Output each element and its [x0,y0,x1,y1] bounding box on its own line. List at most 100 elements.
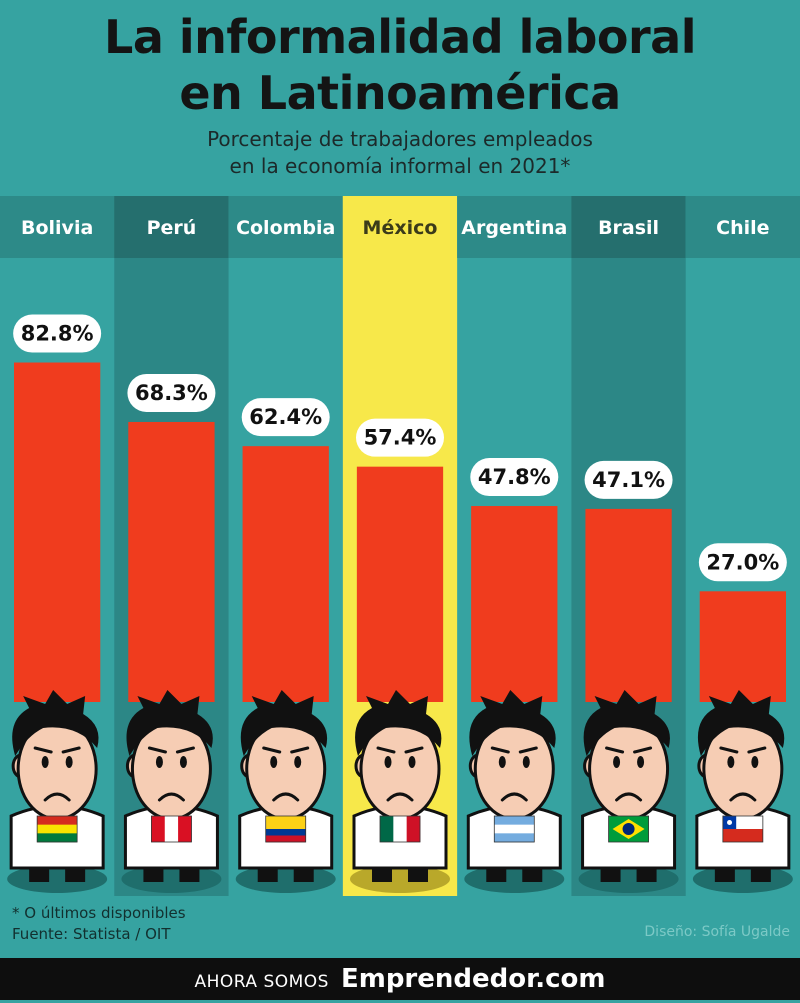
right-brow [747,746,767,754]
column-header-argentina [457,196,572,258]
hair [583,690,670,756]
left-brow [33,746,53,754]
hair [240,690,328,756]
left-eye [155,756,163,768]
flag-stripe [265,816,306,823]
right-shoe [65,868,86,882]
right-eye [179,756,187,768]
column-header-bolivia [0,196,115,258]
value-label: 27.0% [706,550,779,574]
title-line-2: en Latinoamérica [179,66,621,120]
right-eye [522,756,530,768]
brand-banner: AHORA SOMOS Emprendedor.com [0,958,800,1000]
flag-stripe [406,816,421,842]
flag-stripe [37,824,78,834]
hair [355,690,442,756]
value-label: 57.4% [364,426,437,450]
value-pill [698,543,787,582]
value-pill [127,373,216,412]
right-shoe [408,868,428,882]
value-label: 82.8% [21,322,94,346]
frown [272,792,300,802]
title-line-1: La informalidad laboral [104,10,696,64]
left-brow [376,746,396,754]
category-label: México [363,217,438,239]
right-eye [65,756,73,768]
hair [697,690,785,756]
right-brow [404,746,424,754]
hair [469,690,556,756]
bar-argentina [471,506,558,702]
flag-border [265,815,307,843]
value-pill [13,314,102,353]
banner-brand[interactable]: Emprendedor.com [340,964,606,994]
value-pill [584,460,673,499]
hair [12,690,99,756]
left-brow [147,746,167,754]
category-label: Perú [147,217,197,239]
value-pill [356,418,444,457]
bar-mexico [356,466,444,702]
right-eye [408,756,416,768]
source: Fuente: Statista / OIT [12,925,171,943]
value-pill [241,398,330,437]
bar-chile [699,591,786,702]
left-eye [384,756,392,768]
flag-stripe [265,835,306,843]
flag-border [493,815,535,843]
left-eye [498,756,506,768]
column-header-peru [114,196,230,258]
column-header-brasil [571,196,687,258]
flag-stripe [494,824,535,834]
flag-stripe [265,822,306,830]
subtitle-line-1: Porcentaje de trabajadores empleados [207,127,593,151]
right-brow [633,746,653,754]
bar-brasil [585,508,672,702]
left-shoe [486,868,507,882]
frown [43,792,71,802]
hair [126,690,213,756]
column-header-mexico [342,196,458,258]
flag-stripe [178,816,192,842]
right-brow [290,746,310,754]
value-label: 47.1% [592,468,665,492]
left-shoe [257,868,278,882]
footnote: * O últimos disponibles [12,904,186,922]
left-brow [605,746,625,754]
flag-stripe [164,816,179,842]
left-brow [719,746,739,754]
column-header-chile [685,196,800,258]
right-brow [518,746,538,754]
value-label: 68.3% [135,381,208,405]
design-credit: Diseño: Sofía Ugalde [644,924,790,940]
right-eye [751,756,759,768]
bar-bolivia [14,362,101,702]
frown [615,792,643,802]
flag-stripe [494,816,535,825]
value-pill [470,458,559,497]
left-brow [490,746,510,754]
category-label: Brasil [598,217,659,239]
left-shoe [29,868,50,882]
right-shoe [179,868,200,882]
bar-colombia [242,446,329,702]
flag-border [379,815,421,843]
right-shoe [293,868,314,882]
column-header-colombia [228,196,344,258]
category-label: Colombia [236,217,335,239]
flag-stripe [37,833,78,843]
frown [386,792,414,802]
left-eye [41,756,49,768]
flag-border [608,815,649,843]
right-brow [175,746,195,754]
right-shoe [636,868,657,882]
flag-stripe [37,816,78,825]
bar-peru [128,421,215,702]
right-eye [637,756,645,768]
bar-chart: Bolivia 82.8% Perú 68.3% Colombia 62.4% México… [0,196,800,896]
flag-border [36,815,78,843]
left-eye [613,756,621,768]
right-eye [294,756,302,768]
right-brow [61,746,81,754]
flag-stripe [393,816,407,842]
